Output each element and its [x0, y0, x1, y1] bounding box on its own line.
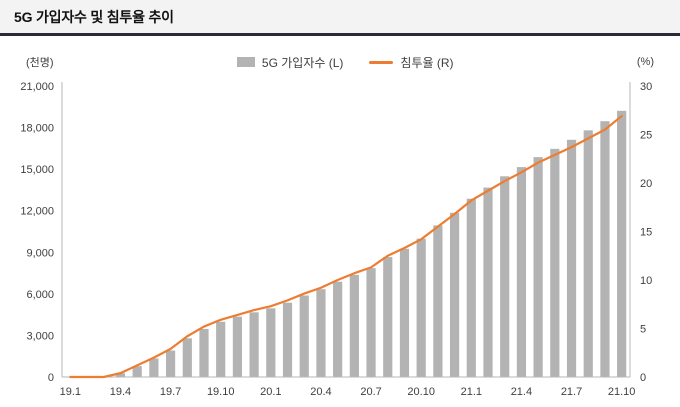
line-swatch-icon [369, 60, 394, 64]
svg-text:20.4: 20.4 [310, 386, 331, 398]
svg-text:6,000: 6,000 [26, 289, 54, 301]
svg-text:15,000: 15,000 [20, 164, 54, 176]
legend-label-subscribers: 5G 가입자수 (L) [261, 55, 344, 70]
svg-text:20.7: 20.7 [360, 386, 381, 398]
chart-svg: 0 3,000 6,000 9,000 12,000 15,000 18,000 21,000… [20, 81, 652, 398]
page-title: 5G 가입자수 및 침투율 추이 [14, 9, 174, 25]
legend-item-subscribers: 5G 가입자수 (L) [236, 54, 344, 71]
svg-text:25: 25 [640, 130, 652, 142]
svg-text:19.10: 19.10 [207, 386, 235, 398]
svg-text:0: 0 [640, 372, 646, 384]
bar-swatch-icon [236, 57, 255, 67]
svg-text:21,000: 21,000 [20, 81, 54, 93]
chart-header: 5G 가입자수 및 침투율 추이 [0, 0, 680, 36]
svg-text:21.10: 21.10 [608, 386, 636, 398]
svg-text:21.1: 21.1 [461, 386, 482, 398]
svg-text:0: 0 [48, 372, 54, 384]
svg-text:21.4: 21.4 [511, 386, 532, 398]
svg-text:18,000: 18,000 [20, 123, 54, 135]
svg-text:12,000: 12,000 [20, 206, 54, 218]
svg-text:30: 30 [640, 81, 652, 93]
left-axis-unit-label: (천명) [26, 57, 54, 69]
right-axis-unit-label: (%) [636, 56, 654, 68]
svg-text:21.7: 21.7 [561, 386, 582, 398]
svg-text:19.1: 19.1 [60, 386, 81, 398]
legend-label-penetration: 침투율 (R) [400, 55, 454, 70]
svg-text:15: 15 [640, 227, 652, 239]
legend: 5G 가입자수 (L) 침투율 (R) [236, 54, 454, 71]
svg-text:20: 20 [640, 178, 652, 190]
svg-text:19.4: 19.4 [110, 386, 131, 398]
svg-text:9,000: 9,000 [26, 247, 54, 259]
svg-text:3,000: 3,000 [26, 330, 54, 342]
axis-units-and-legend-row: (천명) 5G 가입자수 (L) 침투율 (R) (%) [0, 36, 680, 74]
svg-text:20.1: 20.1 [260, 386, 281, 398]
svg-text:20.10: 20.10 [407, 386, 435, 398]
legend-item-penetration: 침투율 (R) [369, 54, 454, 71]
svg-text:10: 10 [640, 275, 652, 287]
svg-text:5: 5 [640, 324, 646, 336]
svg-text:19.7: 19.7 [160, 386, 181, 398]
